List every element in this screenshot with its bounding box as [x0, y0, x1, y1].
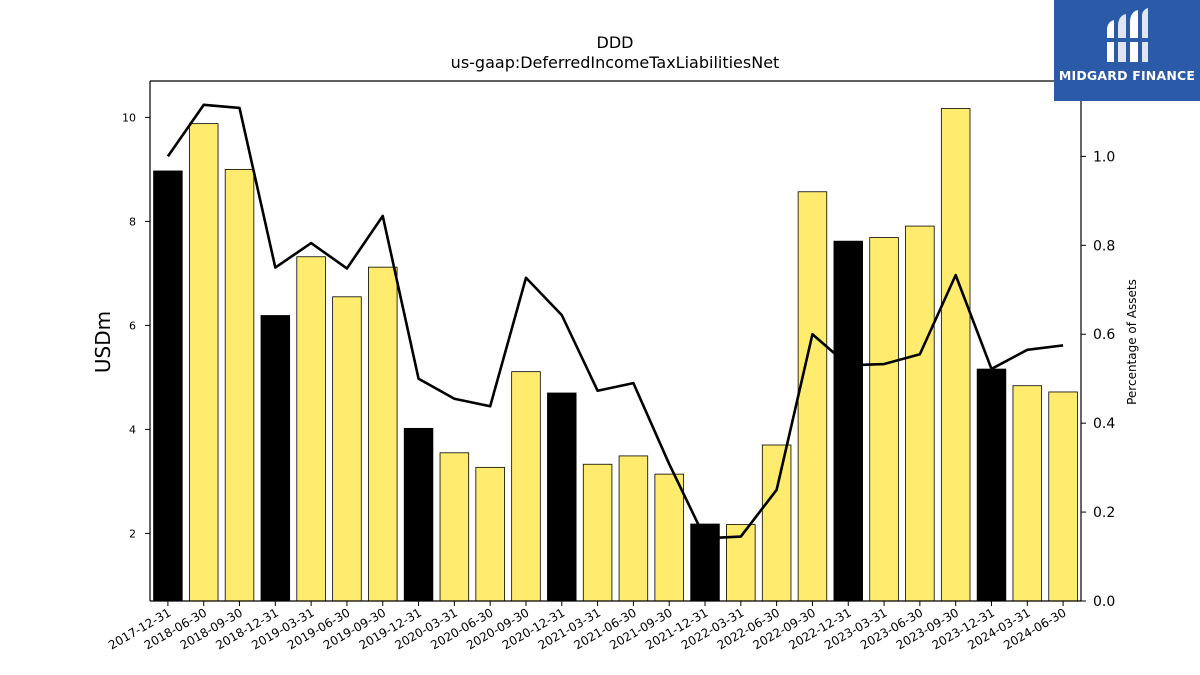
y-tick-label-right: 0.6: [1093, 327, 1115, 343]
bar-2021-09-30: [654, 473, 684, 602]
y-ticks-right: 0.0 0.2 0.4 0.6 0.8 1.0: [1081, 149, 1115, 610]
y-tick-label-left: 2: [129, 527, 136, 540]
bar-2019-06-30: [332, 296, 362, 602]
bar-2024-06-30: [1048, 391, 1078, 602]
axes-group: [149, 80, 1082, 602]
bar-2024-03-31: [1012, 385, 1043, 602]
y-tick-label-right: 0.4: [1093, 416, 1115, 432]
bar-2018-12-31: [260, 315, 291, 602]
percentage-of-assets-line: [166, 103, 1064, 540]
y-axis-label-left: USDm: [91, 311, 115, 373]
y-axis-label-right: Percentage of Assets: [1125, 279, 1139, 405]
brand-logo: MIDGARD FINANCE: [1054, 0, 1200, 101]
bar-2017-12-31: [153, 170, 183, 602]
bar-2020-03-31: [439, 452, 470, 602]
bar-2022-06-30: [761, 444, 792, 602]
bar-2022-09-30: [797, 191, 828, 602]
y-tick-label-right: 0.0: [1093, 594, 1115, 610]
bar-2018-09-30: [224, 168, 255, 602]
bars-group: [153, 108, 1078, 602]
y-tick-label-right: 0.8: [1093, 238, 1115, 254]
y-tick-label-left: 6: [129, 319, 136, 332]
bar-2020-12-31: [547, 392, 577, 602]
bar-2019-03-31: [296, 256, 326, 602]
chart-title: DDD: [597, 33, 634, 52]
brand-mark-icon: [1105, 8, 1149, 62]
bar-2019-12-31: [403, 427, 434, 602]
y-tick-label-left: 4: [129, 423, 136, 436]
bar-2023-06-30: [905, 225, 935, 602]
bar-2021-03-31: [582, 463, 613, 602]
bar-2022-12-31: [833, 240, 863, 602]
x-ticks: 2017-12-312018-06-302018-09-302018-12-31…: [106, 601, 1069, 652]
bar-2023-12-31: [976, 368, 1007, 602]
bar-2020-09-30: [511, 371, 541, 602]
brand-name: MIDGARD FINANCE: [1058, 68, 1196, 83]
bar-2023-03-31: [869, 237, 899, 602]
line-layer: [166, 103, 1064, 540]
bar-2018-06-30: [188, 123, 219, 602]
y-tick-label-right: 0.2: [1093, 505, 1115, 521]
bar-2021-06-30: [618, 455, 649, 602]
bar-2019-09-30: [368, 266, 398, 602]
y-tick-label-left: 10: [122, 111, 136, 124]
chart-subtitle: us-gaap:DeferredIncomeTaxLiabilitiesNet: [451, 53, 780, 72]
y-tick-label-left: 8: [129, 215, 136, 228]
y-tick-label-right: 1.0: [1093, 149, 1115, 165]
y-ticks-left: 2 4 6 8 10: [122, 111, 150, 540]
bar-2020-06-30: [475, 466, 505, 602]
bar-2023-09-30: [940, 108, 971, 602]
